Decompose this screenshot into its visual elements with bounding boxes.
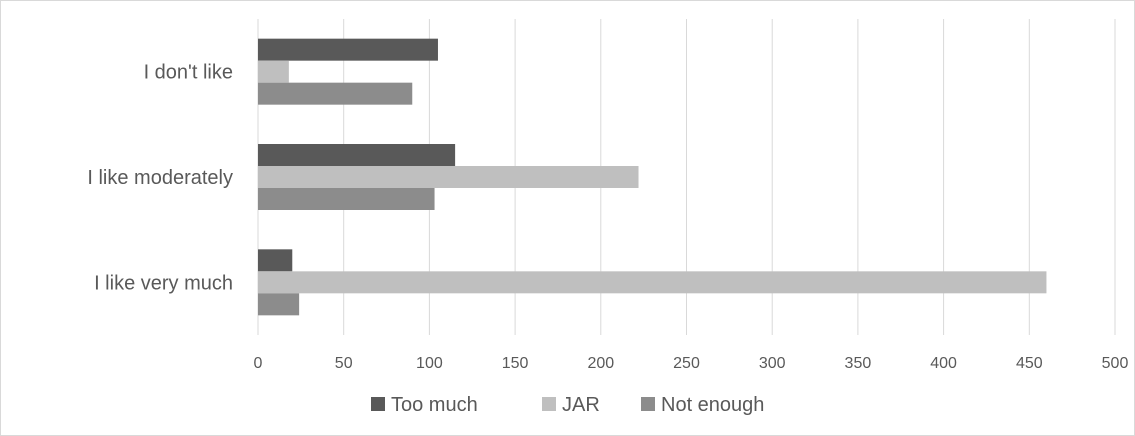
bar-too-much-i-don-t-like xyxy=(258,38,438,61)
category-label-i-don-t-like: I don't like xyxy=(144,62,233,84)
x-tick-0: 0 xyxy=(254,355,263,372)
legend-label-not-enough: Not enough xyxy=(661,394,764,416)
category-label-i-like-moderately: I like moderately xyxy=(87,167,233,189)
bar-jar-i-like-moderately xyxy=(258,166,639,188)
x-tick-100: 100 xyxy=(416,355,443,372)
x-tick-250: 250 xyxy=(673,355,700,372)
category-label-i-like-very-much: I like very much xyxy=(94,272,233,294)
x-tick-300: 300 xyxy=(759,355,786,372)
legend-swatch-too-much xyxy=(371,397,385,411)
category-labels: I like very much I like moderately I don't… xyxy=(87,62,233,295)
x-tick-400: 400 xyxy=(930,355,957,372)
x-tick-150: 150 xyxy=(502,355,529,372)
bar-jar-i-don-t-like xyxy=(258,60,289,83)
legend: Too much JAR Not enough xyxy=(371,394,764,416)
x-tick-350: 350 xyxy=(845,355,872,372)
x-tick-labels: 0 50 100 150 200 250 300 350 400 450 500 xyxy=(254,355,1129,372)
bar-too-much-i-like-very-much xyxy=(258,249,293,272)
bar-not-enough-i-like-very-much xyxy=(258,293,300,316)
bar-not-enough-i-don-t-like xyxy=(258,82,413,105)
bars xyxy=(258,38,1047,316)
x-tick-200: 200 xyxy=(587,355,614,372)
legend-swatch-not-enough xyxy=(641,397,655,411)
legend-label-jar: JAR xyxy=(562,394,600,416)
x-tick-450: 450 xyxy=(1016,355,1043,372)
bar-not-enough-i-like-moderately xyxy=(258,188,435,210)
bar-too-much-i-like-moderately xyxy=(258,144,456,166)
x-tick-50: 50 xyxy=(335,355,353,372)
x-tick-500: 500 xyxy=(1102,355,1129,372)
legend-swatch-jar xyxy=(542,397,556,411)
bar-jar-i-like-very-much xyxy=(258,271,1047,294)
legend-label-too-much: Too much xyxy=(391,394,478,416)
